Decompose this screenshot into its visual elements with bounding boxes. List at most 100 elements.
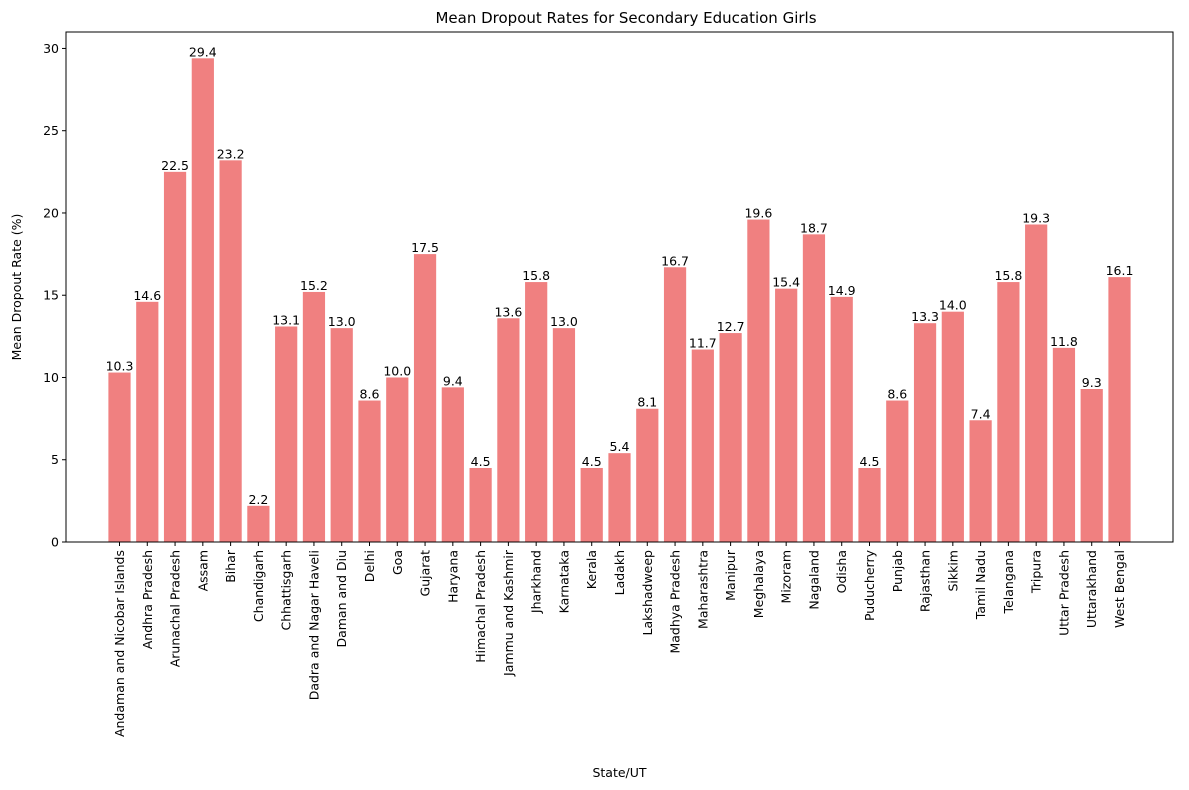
data-label: 11.8 — [1050, 334, 1078, 349]
data-label: 19.6 — [744, 206, 772, 221]
x-tick-label: Delhi — [362, 550, 377, 582]
data-label: 9.3 — [1082, 375, 1102, 390]
data-label: 11.7 — [689, 336, 717, 351]
bar — [830, 296, 853, 542]
data-label: 14.9 — [828, 283, 856, 298]
data-label: 15.8 — [994, 268, 1022, 283]
data-label: 19.3 — [1022, 210, 1050, 225]
x-tick-label: Assam — [195, 550, 210, 591]
bar — [719, 333, 742, 542]
bar — [1025, 224, 1048, 543]
y-tick-label: 15 — [43, 288, 59, 303]
data-label: 7.4 — [971, 406, 991, 421]
data-label: 16.1 — [1106, 263, 1134, 278]
x-tick-label: Maharashtra — [695, 550, 710, 629]
data-label: 17.5 — [411, 240, 439, 255]
bar — [1080, 389, 1103, 542]
x-tick-label: Lakshadweep — [640, 550, 655, 635]
x-tick-label: Jammu and Kashmir — [501, 549, 516, 677]
x-tick-label: West Bengal — [1112, 550, 1127, 628]
data-label: 10.3 — [106, 359, 134, 374]
bar — [1052, 347, 1076, 542]
data-label: 4.5 — [471, 454, 491, 469]
bars-group — [108, 58, 1131, 543]
bar — [330, 328, 353, 542]
bar — [163, 171, 187, 542]
bar — [691, 349, 714, 542]
bar — [969, 420, 992, 542]
x-tick-label: Kerala — [584, 550, 599, 589]
plot-frame — [65, 31, 1174, 543]
x-tick-label: Madhya Pradesh — [668, 550, 683, 654]
x-tick-label: Ladakh — [612, 550, 627, 595]
bar — [608, 453, 631, 542]
x-tick-label: Karnataka — [556, 550, 571, 613]
bar — [108, 372, 131, 542]
bar — [636, 408, 659, 542]
x-tick-label: Gujarat — [418, 550, 433, 597]
data-label: 2.2 — [248, 492, 268, 507]
data-label: 5.4 — [610, 439, 630, 454]
bar — [663, 267, 687, 542]
x-tick-label: Rajasthan — [918, 550, 933, 612]
data-label: 8.6 — [887, 387, 907, 402]
bar — [275, 326, 298, 542]
bar — [247, 505, 270, 542]
x-tick-label: Uttarakhand — [1084, 550, 1099, 628]
y-tick-label: 30 — [43, 41, 59, 56]
y-tick-label: 5 — [51, 452, 59, 467]
x-tick-label: Dadra and Nagar Haveli — [306, 550, 321, 700]
data-label: 13.1 — [272, 312, 300, 327]
bar — [469, 467, 492, 542]
data-label: 13.0 — [550, 314, 578, 329]
data-label: 4.5 — [582, 454, 602, 469]
data-label: 14.6 — [133, 288, 161, 303]
bar — [413, 254, 437, 542]
x-tick-label: Jharkhand — [529, 550, 544, 614]
data-label: 13.6 — [494, 304, 522, 319]
x-tick-label: Daman and Diu — [334, 550, 349, 648]
data-label: 14.0 — [939, 298, 967, 313]
x-tick-label: Telangana — [1001, 550, 1016, 614]
x-tick-label: Punjab — [890, 550, 905, 592]
data-label: 18.7 — [800, 220, 828, 235]
bar — [497, 318, 520, 542]
chart-title: Mean Dropout Rates for Secondary Educati… — [435, 9, 816, 27]
bar — [802, 234, 826, 542]
x-tick-label: Puducherry — [862, 549, 877, 621]
bar — [886, 400, 909, 542]
data-label: 13.3 — [911, 309, 939, 324]
bar — [441, 387, 464, 542]
data-label: 29.4 — [189, 44, 217, 59]
x-tick-label: Tamil Nadu — [973, 550, 988, 620]
bar — [775, 288, 798, 542]
x-tick-label: Andaman and Nicobar Islands — [112, 550, 127, 737]
x-axis-title: State/UT — [592, 765, 646, 780]
bar — [1108, 277, 1131, 542]
x-tick-label: Nagaland — [806, 550, 821, 610]
bar — [358, 400, 381, 542]
bar — [136, 301, 159, 542]
x-tick-label: Mizoram — [779, 550, 794, 603]
bar — [219, 160, 242, 542]
x-tick-label: Manipur — [723, 549, 738, 601]
x-tick-label: Uttar Pradesh — [1056, 550, 1071, 636]
y-tick-label: 0 — [51, 535, 59, 550]
x-tick-label: Haryana — [445, 550, 460, 603]
data-label: 15.4 — [772, 275, 800, 290]
data-label: 13.0 — [328, 314, 356, 329]
x-tick-label: Odisha — [834, 550, 849, 593]
x-tick-label: Meghalaya — [751, 550, 766, 618]
data-label: 16.7 — [661, 253, 689, 268]
bar — [747, 219, 770, 543]
y-tick-label: 25 — [43, 123, 59, 138]
bar — [580, 467, 603, 542]
data-label: 4.5 — [860, 454, 880, 469]
x-tick-label: Chandigarh — [251, 550, 266, 622]
x-tick-label: Himachal Pradesh — [473, 550, 488, 663]
data-label: 22.5 — [161, 158, 189, 173]
bar — [913, 323, 937, 542]
bar — [386, 377, 409, 542]
bar — [997, 282, 1020, 542]
